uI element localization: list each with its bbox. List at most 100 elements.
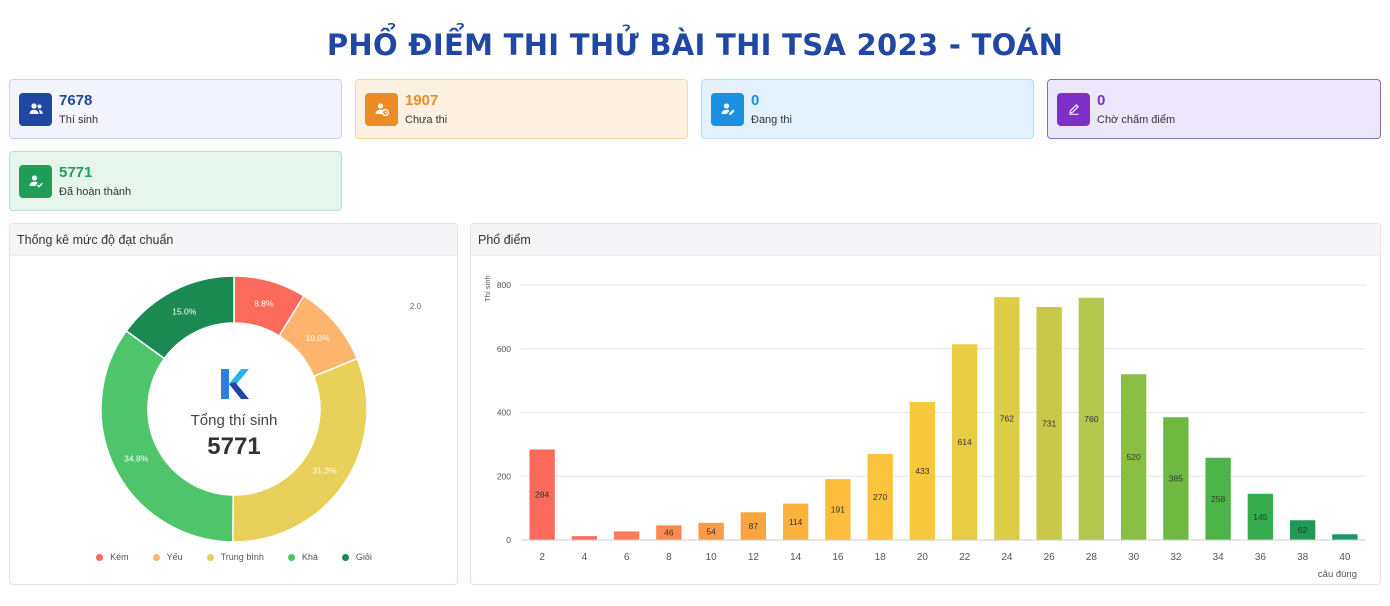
donut-center-label: Tổng thí sinh: [191, 412, 278, 429]
histogram-bar[interactable]: [698, 522, 724, 540]
histogram-bar[interactable]: [571, 536, 598, 540]
histogram-bar[interactable]: [1163, 417, 1189, 540]
page-title: PHỔ ĐIỂM THI THỬ BÀI THI TSA 2023 - TOÁN: [326, 28, 1064, 62]
stat-value: 0: [751, 92, 760, 109]
bar-value-label: 46: [664, 528, 674, 538]
histogram-bar[interactable]: [1247, 493, 1274, 540]
histogram-bar[interactable]: [1332, 534, 1358, 540]
histogram-bar[interactable]: [1289, 520, 1316, 540]
bar-value-label: 284: [535, 490, 549, 500]
bar-value-label: 62: [1298, 525, 1308, 535]
legend-label: Giỏi: [355, 552, 372, 562]
side-note: 2.0: [410, 302, 422, 311]
x-tick-label: 36: [1255, 552, 1267, 563]
histogram-bar[interactable]: [613, 531, 640, 540]
user-check-icon: [19, 164, 52, 198]
stat-label: Đã hoàn thành: [59, 186, 132, 198]
donut-panel: Thống kê mức độ đạt chuẩn 8.8% 10.0% 31.3%…: [9, 223, 458, 585]
stat-label: Chờ chấm điểm: [1097, 114, 1176, 126]
legend-item[interactable]: Khá: [287, 552, 318, 562]
legend-swatch: [206, 553, 214, 561]
legend-label: Khá: [301, 552, 318, 562]
histogram-bar[interactable]: [909, 401, 936, 540]
histogram-bar[interactable]: [782, 503, 809, 540]
legend-item[interactable]: Trung bình: [206, 552, 264, 562]
histogram-bar[interactable]: [994, 297, 1020, 540]
x-tick-label: 12: [748, 552, 760, 563]
stat-card-not-taken[interactable]: 1907 Chưa thi: [355, 79, 688, 139]
x-tick-label: 38: [1297, 552, 1309, 563]
legend-item[interactable]: Yếu: [152, 552, 183, 562]
x-tick-label: 32: [1170, 552, 1182, 563]
legend-label: Yếu: [166, 552, 183, 562]
bar-value-label: 87: [749, 521, 759, 531]
donut-slice-label: 31.3%: [313, 465, 338, 475]
bar-value-label: 191: [831, 505, 845, 515]
x-tick-label: 30: [1128, 552, 1140, 563]
bar-value-label: 760: [1084, 414, 1098, 424]
bar-value-label: 114: [789, 517, 803, 527]
x-tick-label: 18: [875, 552, 887, 563]
x-tick-label: 6: [624, 552, 630, 563]
x-tick-label: 34: [1213, 552, 1225, 563]
x-tick-label: 10: [706, 552, 718, 563]
bar-value-label: 145: [1253, 512, 1267, 522]
donut-slice-giỏi[interactable]: [125, 275, 235, 360]
x-tick-label: 14: [790, 552, 802, 563]
histogram-bar[interactable]: [529, 449, 555, 540]
y-tick-label: 600: [497, 344, 511, 354]
donut-slice-label: 8.8%: [254, 299, 274, 309]
stat-card-total[interactable]: 7678 Thí sinh: [9, 79, 342, 139]
stat-value: 0: [1097, 92, 1106, 109]
x-axis-label: câu đúng: [1318, 569, 1357, 580]
k-logo: [221, 369, 249, 399]
donut-slice-trung-bình[interactable]: [231, 357, 368, 543]
legend-item[interactable]: Giỏi: [341, 552, 372, 562]
histogram-bar[interactable]: [1078, 297, 1105, 540]
bar-value-label: 520: [1127, 452, 1141, 462]
legend-swatch: [287, 553, 295, 561]
bar-value-label: 731: [1042, 418, 1056, 428]
histogram-bar[interactable]: [867, 453, 893, 540]
stat-value: 5771: [59, 164, 93, 181]
legend-swatch: [152, 553, 160, 561]
histogram-bar[interactable]: [740, 512, 767, 540]
pen-icon: [1057, 92, 1090, 126]
x-tick-label: 4: [582, 552, 588, 563]
histogram-bar[interactable]: [825, 479, 851, 540]
legend-item[interactable]: Kém: [96, 552, 129, 562]
donut-slice-label: 34.8%: [124, 453, 149, 463]
y-tick-label: 200: [497, 471, 511, 481]
stat-label: Thí sinh: [59, 114, 99, 126]
histogram-panel: Phổ điểm 284 46 54 87 114 191 270 433 614 762 731 7…: [470, 223, 1381, 585]
histogram-bar[interactable]: [951, 344, 978, 540]
legend-swatch: [96, 553, 104, 561]
y-tick-label: 0: [506, 535, 511, 545]
y-axis-label: Thí sinh: [483, 275, 492, 302]
x-tick-label: 16: [832, 552, 844, 563]
user-pen-icon: [711, 92, 744, 126]
histogram-bar[interactable]: [656, 525, 682, 540]
stat-card-grading[interactable]: 0 Chờ chấm điểm: [1047, 79, 1381, 139]
stat-card-taking[interactable]: 0 Đang thi: [701, 79, 1034, 139]
x-tick-label: 40: [1339, 552, 1351, 563]
x-tick-label: 2: [539, 552, 545, 563]
donut-slice-label: 10.0%: [305, 333, 330, 343]
donut-slice-khá[interactable]: [100, 329, 234, 543]
x-tick-label: 24: [1001, 552, 1013, 563]
x-tick-label: 8: [666, 552, 672, 563]
donut-chart: 8.8% 10.0% 31.3% 34.8% 15.0% Tổng thí sinh 5…: [100, 275, 422, 543]
histogram-panel-title: Phổ điểm: [471, 224, 1380, 256]
histogram-bar[interactable]: [1205, 457, 1231, 540]
bar-value-label: 762: [1000, 414, 1014, 424]
stat-card-completed[interactable]: 5771 Đã hoàn thành: [9, 151, 342, 211]
stat-value: 1907: [405, 92, 439, 109]
x-tick-label: 28: [1086, 552, 1098, 563]
histogram-bar[interactable]: [1120, 374, 1147, 540]
x-tick-label: 26: [1044, 552, 1056, 563]
histogram-bar[interactable]: [1036, 306, 1062, 540]
users-icon: [19, 92, 52, 126]
x-tick-label: 22: [959, 552, 971, 563]
bar-value-label: 54: [706, 526, 716, 536]
